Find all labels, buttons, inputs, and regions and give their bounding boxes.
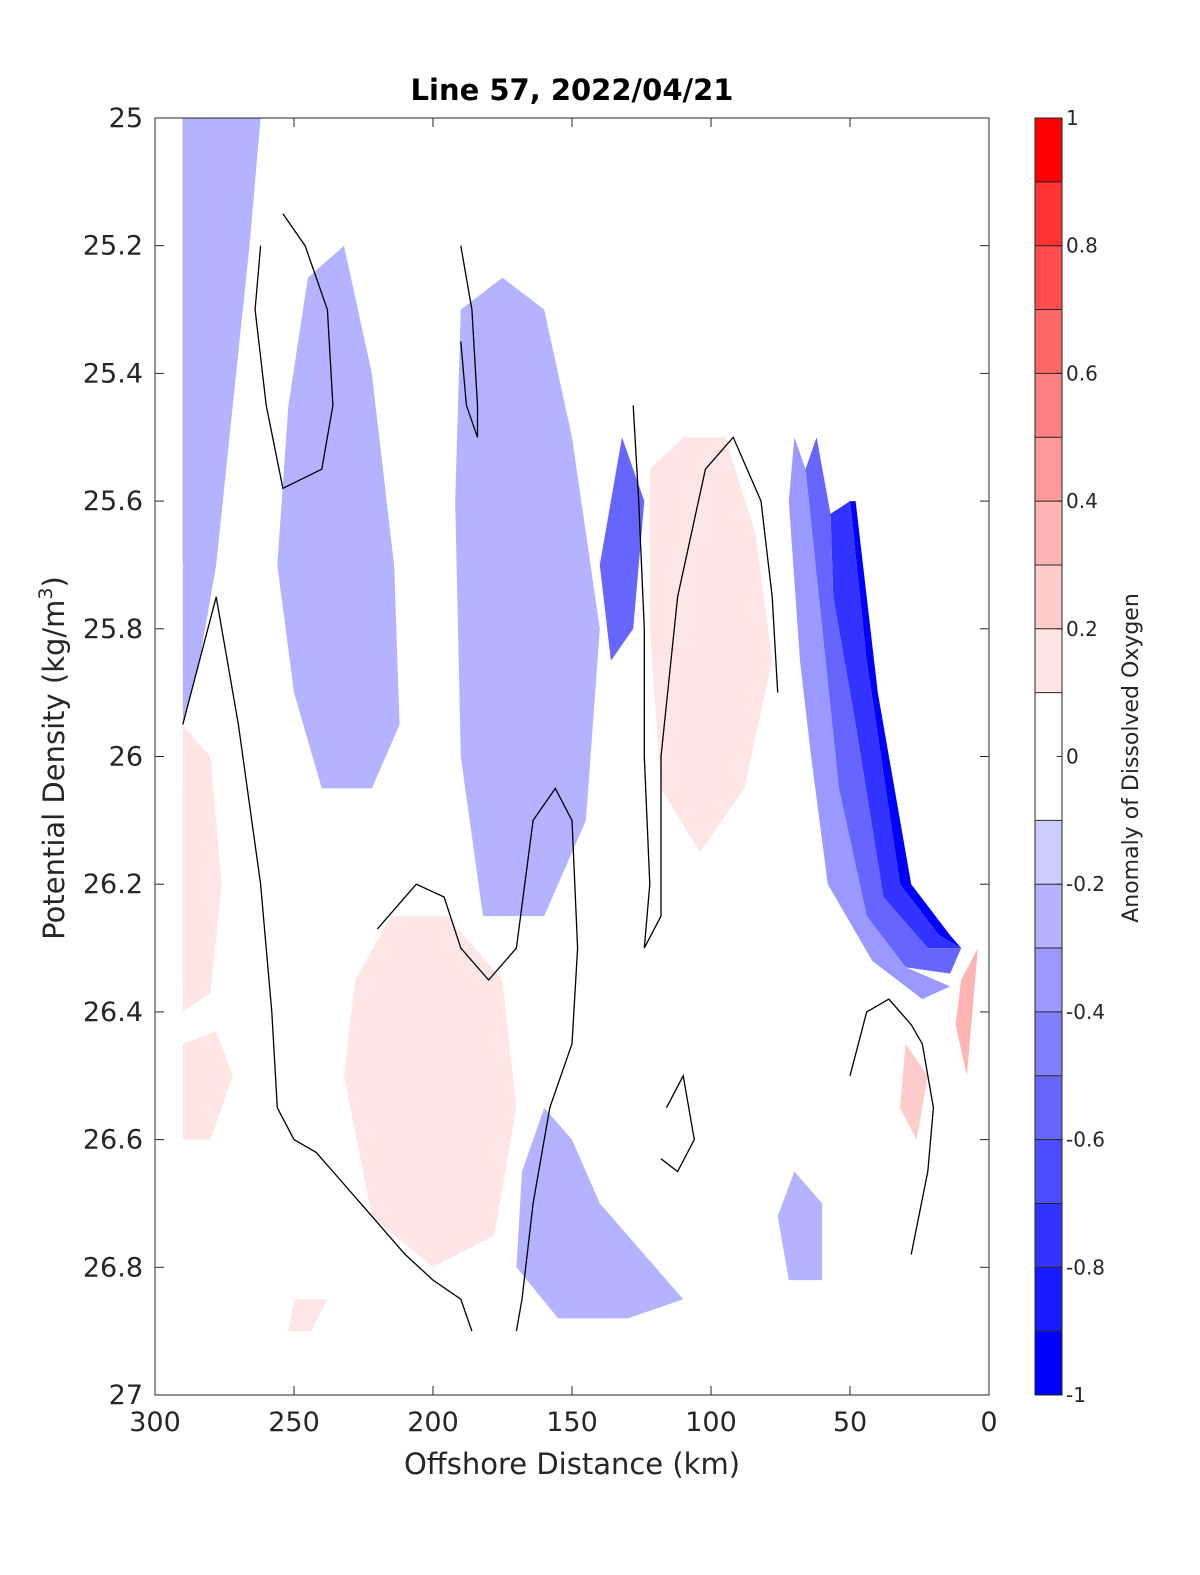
colorbar-label: Anomaly of Dissolved Oxygen [1119,593,1144,923]
y-tick-label: 27 [109,1380,143,1411]
colorbar-band [1035,1203,1062,1268]
y-tick-label: 26.8 [83,1252,143,1283]
y-tick-label: 25.8 [83,614,143,645]
contour-region-blue-deep-south [516,1107,684,1319]
colorbar-band [1035,1331,1062,1396]
y-tick-label: 25.4 [83,358,143,389]
y-tick-label: 26.4 [83,997,143,1028]
colorbar-bands [1035,118,1062,1396]
x-tick-label: 250 [268,1407,320,1438]
zero-contour-group [182,213,935,1332]
y-tick-label: 26.6 [83,1125,143,1156]
contour-region-nearshore-band-l3 [788,437,951,1000]
contour-region-offshore-west-band [182,118,261,725]
contour-fill-group [182,118,978,1332]
y-axis-label-end: ) [37,576,71,587]
colorbar-band [1035,245,1062,311]
contour-region-shelf-edge-blue [599,437,645,661]
colorbar-tick-label: -0.4 [1066,1000,1105,1024]
x-tick-label: 200 [407,1407,459,1438]
contour-mid-upper [460,245,479,438]
colorbar-band [1035,820,1062,885]
x-axis: 300 250 200 150 100 50 0 [129,118,998,1438]
colorbar-band [1035,1139,1062,1204]
colorbar-tick-label: -0.8 [1066,1255,1105,1279]
contour-lower-mid [376,787,579,1332]
contour-region-red-nearshore-deep [900,1043,928,1140]
contour-region-nearshore-band-l5 [805,437,962,974]
y-axis-label: Potential Density (kg/m3) [35,576,71,940]
colorbar-tick-label: 0.8 [1066,234,1098,258]
y-tick-label: 25 [109,103,143,134]
x-tick-label: 100 [685,1407,737,1438]
colorbar-tick-label: 0.2 [1066,617,1098,641]
contour-region-red-west-low [182,1031,233,1140]
contour-region-red-deep-mid-outer [344,916,517,1268]
y-axis-label-superscript: 3 [35,587,57,599]
y-axis-label-main: Potential Density (kg/m [37,600,71,940]
x-axis-label: Offshore Distance (km) [404,1447,740,1481]
y-tick-label: 26.2 [83,869,143,900]
contour-region-mid-blue-band [277,245,400,789]
colorbar-tick-label: 0 [1066,745,1079,769]
contour-region-red-bottom-mid [288,1299,328,1332]
colorbar-tick-label: -0.6 [1066,1128,1105,1152]
x-tick-label: 300 [129,1407,181,1438]
contour-region-blue-deep-southeast [777,1171,823,1281]
colorbar-band [1035,948,1062,1013]
colorbar-band [1035,1011,1062,1077]
contour-region-central-blue-band [455,277,600,917]
contour-region-nearshore-band-l7 [830,501,962,949]
x-tick-label: 50 [833,1407,867,1438]
colorbar-band [1035,564,1062,630]
contour-region-red-outer-central [649,437,773,853]
colorbar-tick-label: 0.6 [1066,361,1098,385]
colorbar-band [1035,1267,1062,1332]
colorbar-band [1035,373,1062,438]
colorbar-tick-label: -1 [1066,1383,1086,1407]
colorbar-tick-label: 1 [1066,106,1079,130]
colorbar: 1 0.8 0.6 0.4 0.2 0 -0.2 -0.4 -0.6 -0.8 -1 Anomaly… [1034,106,1144,1407]
colorbar-band [1035,118,1062,183]
colorbar-tick-label: 0.4 [1066,489,1098,513]
colorbar-band [1035,309,1062,374]
contour-nearshore-deep [849,998,935,1255]
colorbar-band [1035,501,1062,566]
y-tick-label: 25.2 [83,231,143,262]
contour-upper-west [254,213,334,490]
colorbar-band [1035,1075,1062,1141]
colorbar-band [1035,437,1062,502]
y-axis: 25 25.2 25.4 25.6 25.8 26 26.2 26.4 26.6 26.8 27 [83,103,989,1411]
contour-region-red-nearshore-tip [955,948,978,1076]
x-tick-label: 0 [980,1407,997,1438]
colorbar-band [1035,884,1062,949]
contour-west-deep [182,596,473,1332]
colorbar-ticks: 1 0.8 0.6 0.4 0.2 0 -0.2 -0.4 -0.6 -0.8 -1 [1057,106,1105,1407]
colorbar-tick-label: -0.2 [1066,872,1105,896]
colorbar-band [1035,181,1062,247]
contour-shelf-break [632,405,779,949]
contour-region-red-west-band [182,724,222,1012]
colorbar-band [1035,628,1062,694]
y-tick-label: 26 [109,742,143,773]
plot-area: 300 250 200 150 100 50 0 2525.225.425.625.8262… [83,103,998,1438]
y-tick-label: 25.6 [83,486,143,517]
contour-central-loop [660,1073,695,1173]
x-tick-label: 150 [546,1407,598,1438]
chart-title: Line 57, 2022/04/21 [411,73,734,107]
contour-region-nearshore-oxygen-deficit [844,501,962,949]
